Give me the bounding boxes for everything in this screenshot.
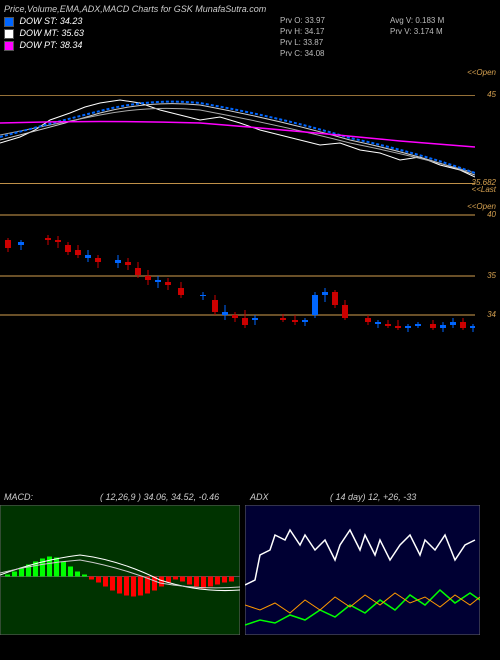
- legend-color-st: [4, 17, 14, 27]
- last-marker-p1: <<Last: [472, 185, 496, 194]
- legend-value-pt: 38.34: [60, 40, 83, 50]
- chart-title: Price,Volume,EMA,ADX,MACD Charts for GSK…: [4, 4, 266, 14]
- legend-color-pt: [4, 41, 14, 51]
- avg-vol-block: Avg V: 0.183 M Prv V: 3.174 M: [390, 15, 444, 37]
- avg-vol: Avg V: 0.183 M: [390, 15, 444, 26]
- axis-label-34: 34: [487, 310, 496, 319]
- candlestick-chart: [0, 200, 475, 340]
- open-marker-p1: <<Open: [467, 68, 496, 77]
- macd-label: MACD:: [4, 492, 33, 502]
- legend-value-mt: 35.63: [61, 28, 84, 38]
- axis-label-45: 45: [487, 90, 496, 99]
- gridline-45: [0, 95, 475, 96]
- legend-dow-st: DOW ST: 34.23: [4, 16, 82, 27]
- adx-label: ADX: [250, 492, 269, 502]
- legend-dow-mt: DOW MT: 35.63: [4, 28, 84, 39]
- adx-params: ( 14 day) 12, +26, -33: [330, 492, 416, 502]
- prev-ohlc-block: Prv O: 33.97 Prv H: 34.17 Prv L: 33.87 P…: [280, 15, 325, 59]
- legend-label-st: DOW ST:: [20, 16, 58, 26]
- legend-label-mt: DOW MT:: [20, 28, 59, 38]
- prev-low: Prv L: 33.87: [280, 37, 325, 48]
- legend-color-mt: [4, 29, 14, 39]
- prev-vol: Prv V: 3.174 M: [390, 26, 444, 37]
- prev-close: Prv C: 34.08: [280, 48, 325, 59]
- axis-label-40: 40: [487, 210, 496, 219]
- legend-value-st: 34.23: [60, 16, 83, 26]
- ema-chart: [0, 65, 475, 195]
- legend-dow-pt: DOW PT: 38.34: [4, 40, 82, 51]
- adx-chart: [245, 505, 480, 635]
- gridline-last: [0, 183, 475, 184]
- macd-params: ( 12,26,9 ) 34.06, 34.52, -0.46: [100, 492, 219, 502]
- legend-label-pt: DOW PT:: [20, 40, 58, 50]
- prev-high: Prv H: 34.17: [280, 26, 325, 37]
- macd-chart: [0, 505, 240, 635]
- prev-open: Prv O: 33.97: [280, 15, 325, 26]
- axis-label-35: 35: [487, 271, 496, 280]
